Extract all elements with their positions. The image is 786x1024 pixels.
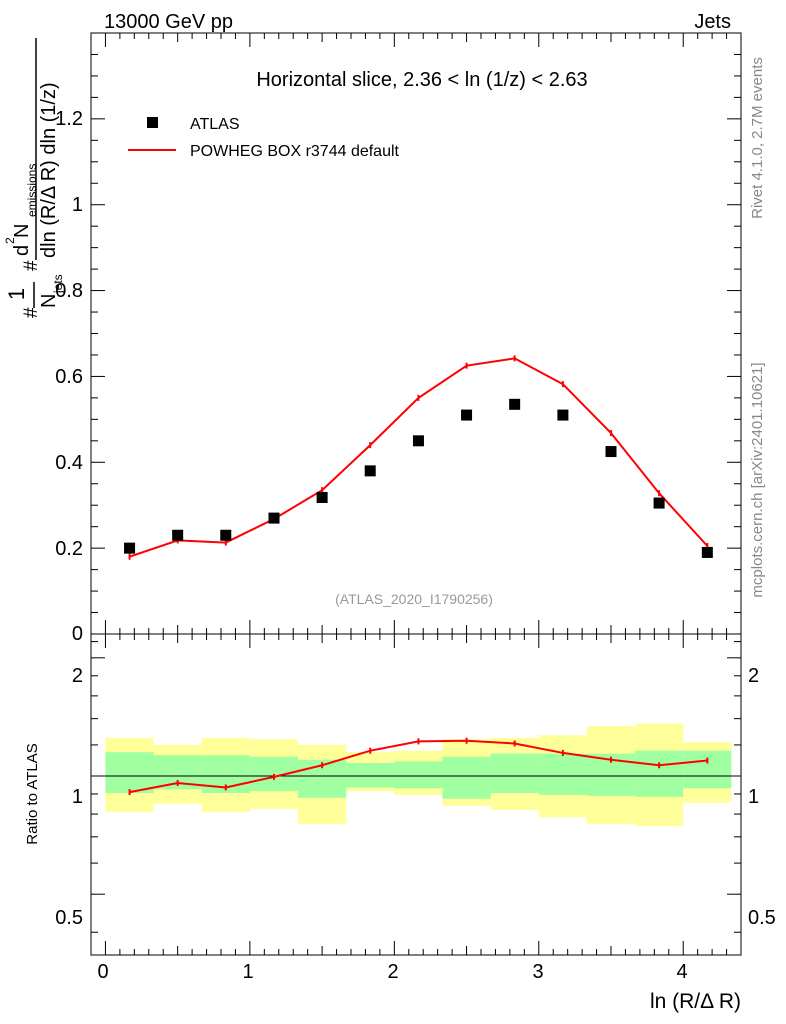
powheg-line (129, 357, 709, 558)
rivet-label: Rivet 4.1.0, 2.7M events (749, 57, 766, 219)
ylabel-hash-1: # (21, 307, 42, 318)
ylabel-frac2-num-sup: 2 (3, 237, 17, 244)
ratio-panel-frame (90, 633, 742, 956)
ylabel-frac1-den: N (38, 294, 60, 308)
y-tick-label-main-0.2: 0.2 (55, 538, 83, 560)
header-energy: 13000 GeV pp (104, 11, 233, 33)
y-tick-label-ratio-right-0.5: 0.5 (748, 907, 776, 929)
x-axis-label: ln (R/Δ R) (650, 990, 741, 1013)
y-tick-label-main-1.2: 1.2 (55, 108, 83, 130)
legend-atlas-label: ATLAS (190, 116, 240, 133)
atlas-point-5 (364, 465, 376, 477)
y-axis-label-ratio: Ratio to ATLAS (24, 743, 41, 844)
legend-powheg-label: POWHEG BOX r3744 default (190, 143, 400, 160)
main-series (124, 355, 713, 560)
analysis-watermark: (ATLAS_2020_I1790256) (335, 591, 493, 607)
atlas-point-9 (557, 409, 569, 421)
y-tick-label-main-1: 1 (72, 194, 83, 216)
header-jets: Jets (694, 11, 731, 33)
ylabel-frac2-den: dln (R/Δ R) dln (1/z) (38, 82, 60, 258)
atlas-point-1 (172, 529, 184, 541)
ylabel-frac1-num: 1 (4, 288, 29, 300)
y-tick-label-main-0.8: 0.8 (55, 280, 83, 302)
atlas-point-0 (124, 542, 136, 554)
x-tick-label-2: 2 (387, 961, 398, 983)
ratio-band-inner-11 (635, 750, 684, 797)
x-tick-label-1: 1 (242, 961, 253, 983)
x-tick-label-3: 3 (532, 961, 543, 983)
ratio-band-inner-12 (683, 750, 732, 789)
atlas-point-10 (605, 446, 617, 458)
ratio-band-inner-8 (490, 753, 539, 794)
main-panel-frame (90, 32, 742, 635)
y-axis-label-main: # 1 N jets # d 2 N emissions dln (R/Δ R)… (3, 38, 65, 318)
ratio-series (128, 737, 709, 796)
y-tick-label-ratio-right-1: 1 (748, 786, 759, 808)
x-tick-label-0: 0 (97, 961, 108, 983)
ylabel-frac2-num-d: d (11, 245, 33, 256)
atlas-point-2 (220, 529, 232, 541)
y-tick-label-ratio-left-1: 1 (72, 786, 83, 808)
atlas-point-11 (653, 497, 665, 509)
axis-ticks (90, 32, 742, 955)
ylabel-frac2-num-sub: emissions (25, 164, 39, 217)
y-tick-label-main-0.4: 0.4 (55, 452, 83, 474)
ylabel-hash-2: # (21, 260, 42, 271)
ylabel-frac1-den-sub: jets (51, 274, 65, 294)
ratio-uncertainty-bands (91, 723, 741, 827)
ratio-band-inner-5 (346, 762, 395, 788)
atlas-point-8 (509, 398, 521, 410)
atlas-point-12 (701, 546, 713, 558)
legend-atlas-marker (147, 117, 158, 128)
y-tick-label-ratio-left-0.5: 0.5 (55, 907, 83, 929)
atlas-point-6 (412, 435, 424, 447)
x-tick-label-4: 4 (676, 961, 687, 983)
atlas-point-4 (316, 491, 328, 503)
ylabel-frac2-num-N: N (11, 224, 33, 238)
ratio-band-inner-9 (538, 753, 587, 795)
y-tick-label-ratio-left-2: 2 (72, 665, 83, 687)
ratio-band-inner-6 (394, 761, 443, 789)
atlas-point-3 (268, 512, 280, 524)
chart-title: Horizontal slice, 2.36 < ln (1/z) < 2.63 (256, 69, 587, 91)
ratio-band-inner-7 (442, 756, 491, 799)
y-tick-label-main-0.6: 0.6 (55, 366, 83, 388)
mcplots-label: mcplots.cern.ch [arXiv:2401.10621] (749, 362, 766, 597)
y-tick-label-ratio-right-2: 2 (748, 665, 759, 687)
ratio-band-inner-0 (105, 752, 154, 794)
atlas-point-7 (461, 409, 473, 421)
y-tick-label-main-0: 0 (72, 623, 83, 645)
